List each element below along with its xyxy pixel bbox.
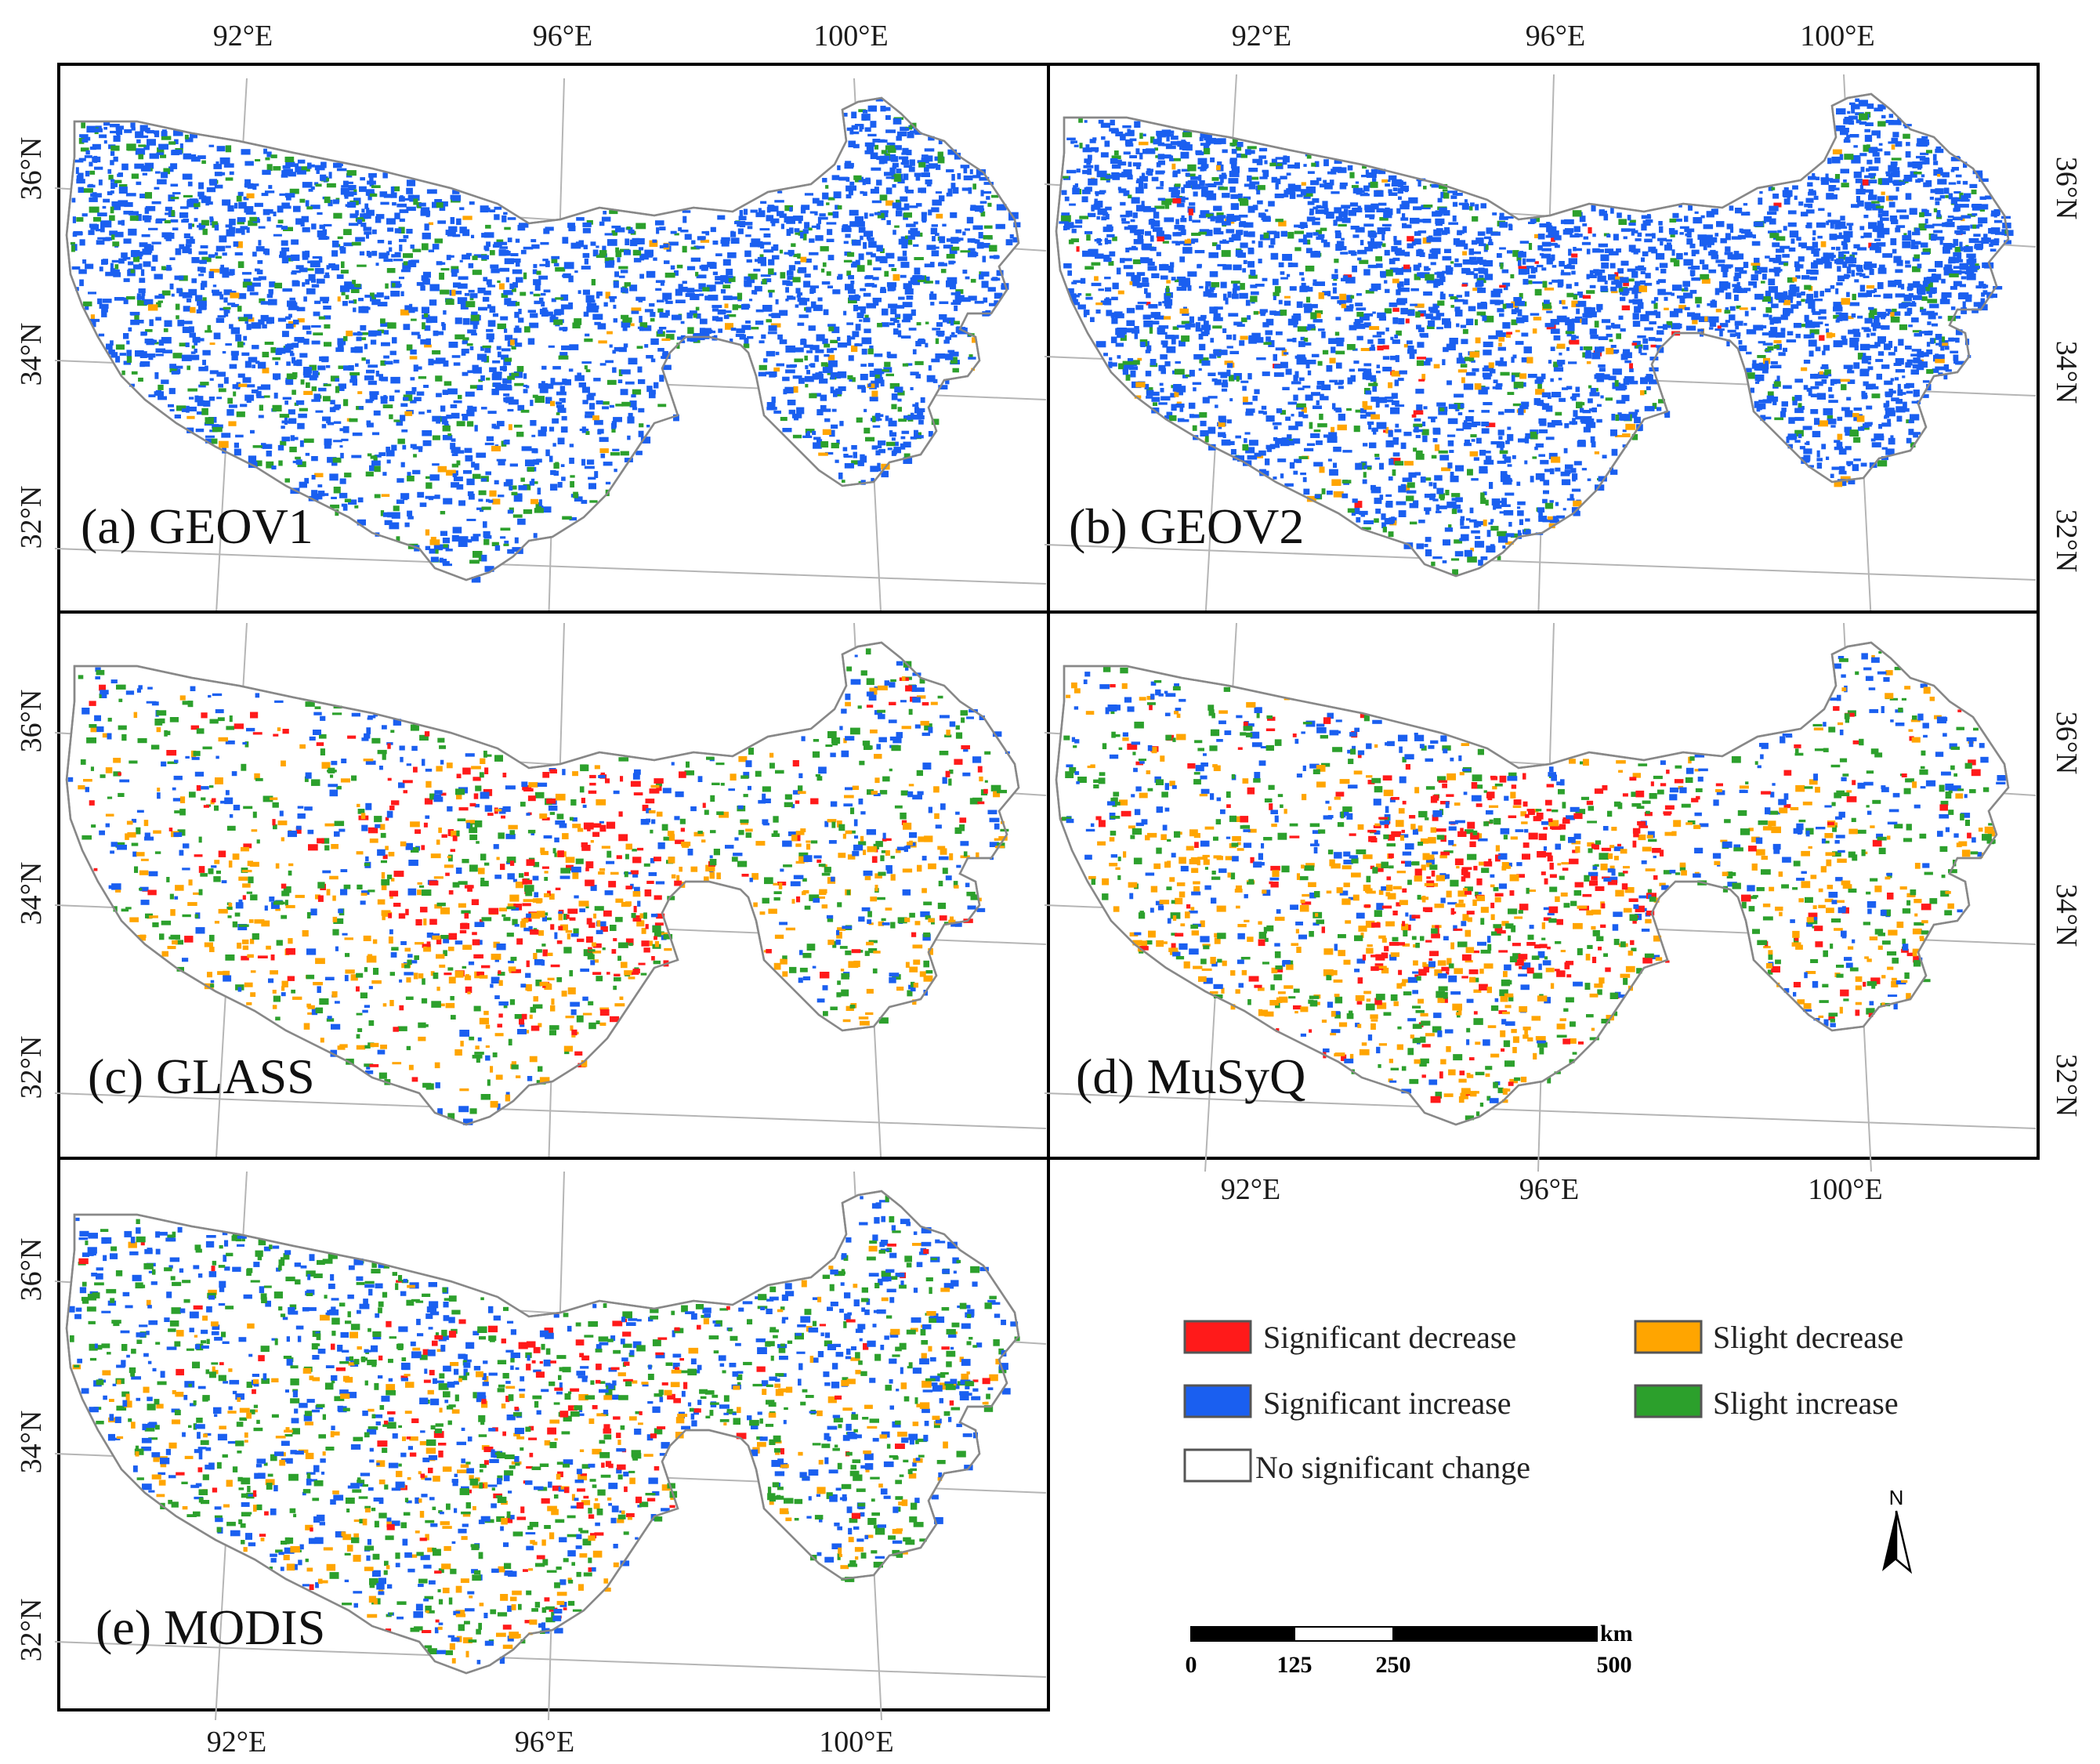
legend-item-significant-increase: Significant increase [1183,1384,1512,1421]
panel-c-title: (c) GLASS [88,1049,315,1104]
tick-label: 32°N [15,486,48,549]
tick-label: 32°N [2050,1054,2083,1117]
panel-c-glass: (c) GLASS 36°N 34°N 32°N [15,610,1050,1172]
panel-b-top-ticks: 92°E 96°E 100°E [1232,20,1875,53]
north-arrow-icon: N [1882,1486,1913,1574]
panel-e-bottom-ticks: 92°E 96°E 100°E [207,1726,894,1759]
region-border [65,96,1020,581]
tick-label: 100°E [819,1726,893,1759]
scale-segment [1392,1626,1598,1642]
tick-label: 32°N [15,1036,48,1099]
scale-bar: km 0 125 250 500 [1186,1621,1633,1678]
tick-label: 34°N [15,323,48,386]
change-pixels [1059,98,2014,575]
tick-label: 34°N [15,1411,48,1474]
region-border [65,641,1020,1126]
scale-segment [1190,1626,1295,1642]
legend-label: Slight decrease [1713,1320,1903,1355]
change-pixels [67,648,1010,1125]
panel-b-right-ticks: 36°N 34°N 32°N [2050,157,2083,573]
tick-label: 92°E [207,1726,266,1759]
panel-c-map [54,622,1047,1172]
panel-a-title: (a) GEOV1 [81,498,313,554]
legend-label: No significant change [1255,1450,1530,1485]
panel-e-title: (e) MODIS [96,1599,325,1655]
panel-b-map [1044,74,2037,624]
region-border [1055,92,2010,578]
legend: Significant decrease Slight decrease Sig… [1183,1320,1903,1485]
panel-e-left-ticks: 36°N 34°N 32°N [15,1238,48,1662]
legend-item-no-significant-change: No significant change [1183,1448,1530,1485]
tick-label: 36°N [15,1238,48,1302]
legend-item-slight-increase: Slight increase [1634,1384,1899,1421]
tick-label: 34°N [2050,884,2083,947]
tick-label: 96°E [515,1726,574,1759]
legend-label: Significant increase [1263,1385,1512,1421]
tick-label: 36°N [15,690,48,753]
north-arrow-shape [1895,1510,1913,1574]
change-pixels [69,1195,1020,1664]
change-pixels [70,99,1021,583]
panel-d-map [1044,622,2037,1172]
tick-label: 36°N [2050,157,2083,220]
panel-a-geov1: (a) GEOV1 92°E 96°E 100°E 36°N 34°N 32°N [15,20,1050,628]
panel-d-title: (d) MuSyQ [1076,1049,1305,1104]
legend-swatch [1634,1384,1703,1418]
scale-tick-label: 125 [1277,1652,1312,1678]
scale-segment [1294,1626,1394,1642]
tick-label: 36°N [15,137,48,201]
legend-swatch [1634,1320,1703,1354]
tick-label: 34°N [2050,341,2083,404]
tick-label: 92°E [1232,20,1291,53]
panel-b-geov2: (b) GEOV2 92°E 96°E 100°E 36°N 34°N 32°N [1044,20,2083,624]
panel-d-bottom-ticks: 92°E 96°E 100°E [1221,1173,1883,1206]
panel-b-title: (b) GEOV2 [1069,498,1304,554]
legend-item-significant-decrease: Significant decrease [1183,1320,1516,1355]
scale-unit: km [1600,1621,1633,1646]
tick-label: 96°E [533,20,592,53]
panel-c-left-ticks: 36°N 34°N 32°N [15,690,48,1099]
panel-d-musyq: (d) MuSyQ 92°E 96°E 100°E 36°N 34°N 32°N [1044,610,2083,1206]
scale-tick-label: 500 [1597,1652,1632,1678]
change-pixels [1061,650,2006,1121]
tick-label: 34°N [15,862,48,925]
region-border [1055,641,2010,1126]
legend-swatch [1183,1384,1252,1418]
legend-item-slight-decrease: Slight decrease [1634,1320,1903,1355]
legend-label: Significant decrease [1263,1320,1516,1355]
panel-a-map [54,78,1047,628]
panel-d-right-ticks: 36°N 34°N 32°N [2050,712,2083,1117]
panel-e-map [54,1171,1047,1721]
tick-label: 32°N [2050,509,2083,573]
panel-a-left-ticks: 36°N 34°N 32°N [15,137,48,549]
legend-swatch [1183,1448,1252,1483]
tick-label: 36°N [2050,712,2083,775]
tick-label: 100°E [1808,1173,1882,1206]
tick-label: 96°E [1519,1173,1579,1206]
panel-e-modis: (e) MODIS 92°E 96°E 100°E 36°N 34°N 32°N [15,1157,1050,1759]
tick-label: 96°E [1526,20,1585,53]
scale-tick-label: 250 [1376,1652,1411,1678]
north-label: N [1889,1486,1904,1509]
region-border [65,1190,1020,1675]
tick-label: 100°E [813,20,888,53]
tick-label: 100°E [1800,20,1874,53]
tick-label: 92°E [1221,1173,1280,1206]
north-arrow-shape [1882,1511,1896,1571]
legend-label: Slight increase [1713,1385,1899,1421]
legend-swatch [1183,1320,1252,1354]
tick-label: 32°N [15,1599,48,1662]
tick-label: 92°E [213,20,273,53]
panel-a-top-ticks: 92°E 96°E 100°E [213,20,889,53]
scale-tick-label: 0 [1186,1652,1197,1678]
